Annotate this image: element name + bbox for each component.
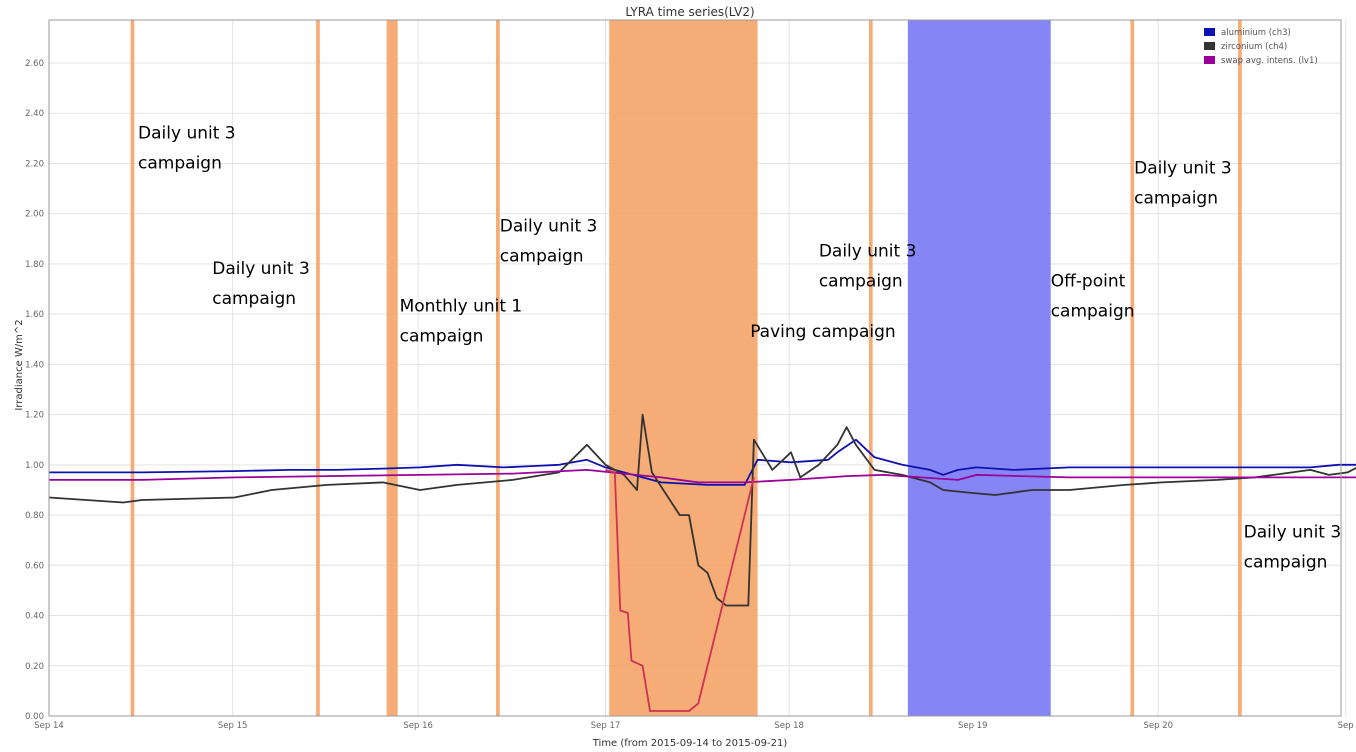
x-tick-label: Sep 17 <box>591 721 621 731</box>
y-tick-label: 2.00 <box>25 210 44 220</box>
y-axis-label: Irradiance W/m^2 <box>14 319 25 410</box>
annotation-line: campaign <box>1051 302 1135 322</box>
annotation-line: Daily unit 3 <box>138 123 236 143</box>
campaign-region <box>1130 20 1134 716</box>
annotation-line: campaign <box>1244 553 1328 573</box>
campaign-region <box>609 20 757 716</box>
x-tick-label: Sep 16 <box>403 721 433 731</box>
campaign-region <box>316 20 320 716</box>
y-tick-label: 0.60 <box>25 561 44 571</box>
legend-swatch <box>1204 28 1215 36</box>
y-tick-label: 1.40 <box>25 360 44 370</box>
annotation-label: Paving campaign <box>750 322 895 342</box>
campaign-region <box>869 20 873 716</box>
y-tick-label: 2.20 <box>25 159 44 169</box>
y-tick-label: 1.80 <box>25 260 44 270</box>
annotation-line: Daily unit 3 <box>500 216 598 236</box>
annotation-line: campaign <box>212 289 296 309</box>
legend-label: aluminium (ch3) <box>1221 28 1291 38</box>
annotation-line: campaign <box>1134 189 1218 209</box>
x-tick-label: Sep <box>1338 721 1354 731</box>
x-tick-label: Sep 15 <box>218 721 248 731</box>
annotation-line: Daily unit 3 <box>212 259 310 279</box>
y-tick-label: 1.20 <box>25 411 44 421</box>
x-tick-label: Sep 20 <box>1144 721 1174 731</box>
annotation-line: campaign <box>400 327 484 347</box>
annotation-line: Daily unit 3 <box>819 241 917 261</box>
annotation-line: campaign <box>500 246 584 266</box>
campaign-region <box>1238 20 1242 716</box>
y-tick-label: 0.80 <box>25 511 44 521</box>
x-tick-label: Sep 18 <box>774 721 804 731</box>
annotation-line: campaign <box>138 153 222 173</box>
annotation-line: Off-point <box>1051 272 1126 292</box>
legend-label: swap avg. intens. (lv1) <box>1221 56 1318 66</box>
annotation-line: Daily unit 3 <box>1244 523 1342 543</box>
legend-label: zirconium (ch4) <box>1221 42 1287 52</box>
legend-swatch <box>1204 56 1215 64</box>
campaign-region <box>387 20 398 716</box>
campaign-region <box>908 20 1051 716</box>
x-axis-label: Time (from 2015-09-14 to 2015-09-21) <box>592 738 788 749</box>
chart-title: LYRA time series(LV2) <box>625 5 754 19</box>
y-tick-label: 1.00 <box>25 461 44 471</box>
annotation-line: Paving campaign <box>750 322 895 342</box>
y-tick-label: 2.60 <box>25 59 44 69</box>
y-tick-label: 0.20 <box>25 662 44 672</box>
y-tick-label: 2.40 <box>25 109 44 119</box>
x-tick-label: Sep 19 <box>958 721 988 731</box>
legend-swatch <box>1204 42 1215 50</box>
annotation-line: Daily unit 3 <box>1134 159 1232 179</box>
campaign-region <box>131 20 135 716</box>
campaign-region <box>496 20 500 716</box>
y-tick-label: 1.60 <box>25 310 44 320</box>
annotation-line: Monthly unit 1 <box>400 297 523 317</box>
x-tick-label: Sep 14 <box>34 721 64 731</box>
annotation-line: campaign <box>819 271 903 291</box>
y-tick-label: 0.40 <box>25 612 44 622</box>
